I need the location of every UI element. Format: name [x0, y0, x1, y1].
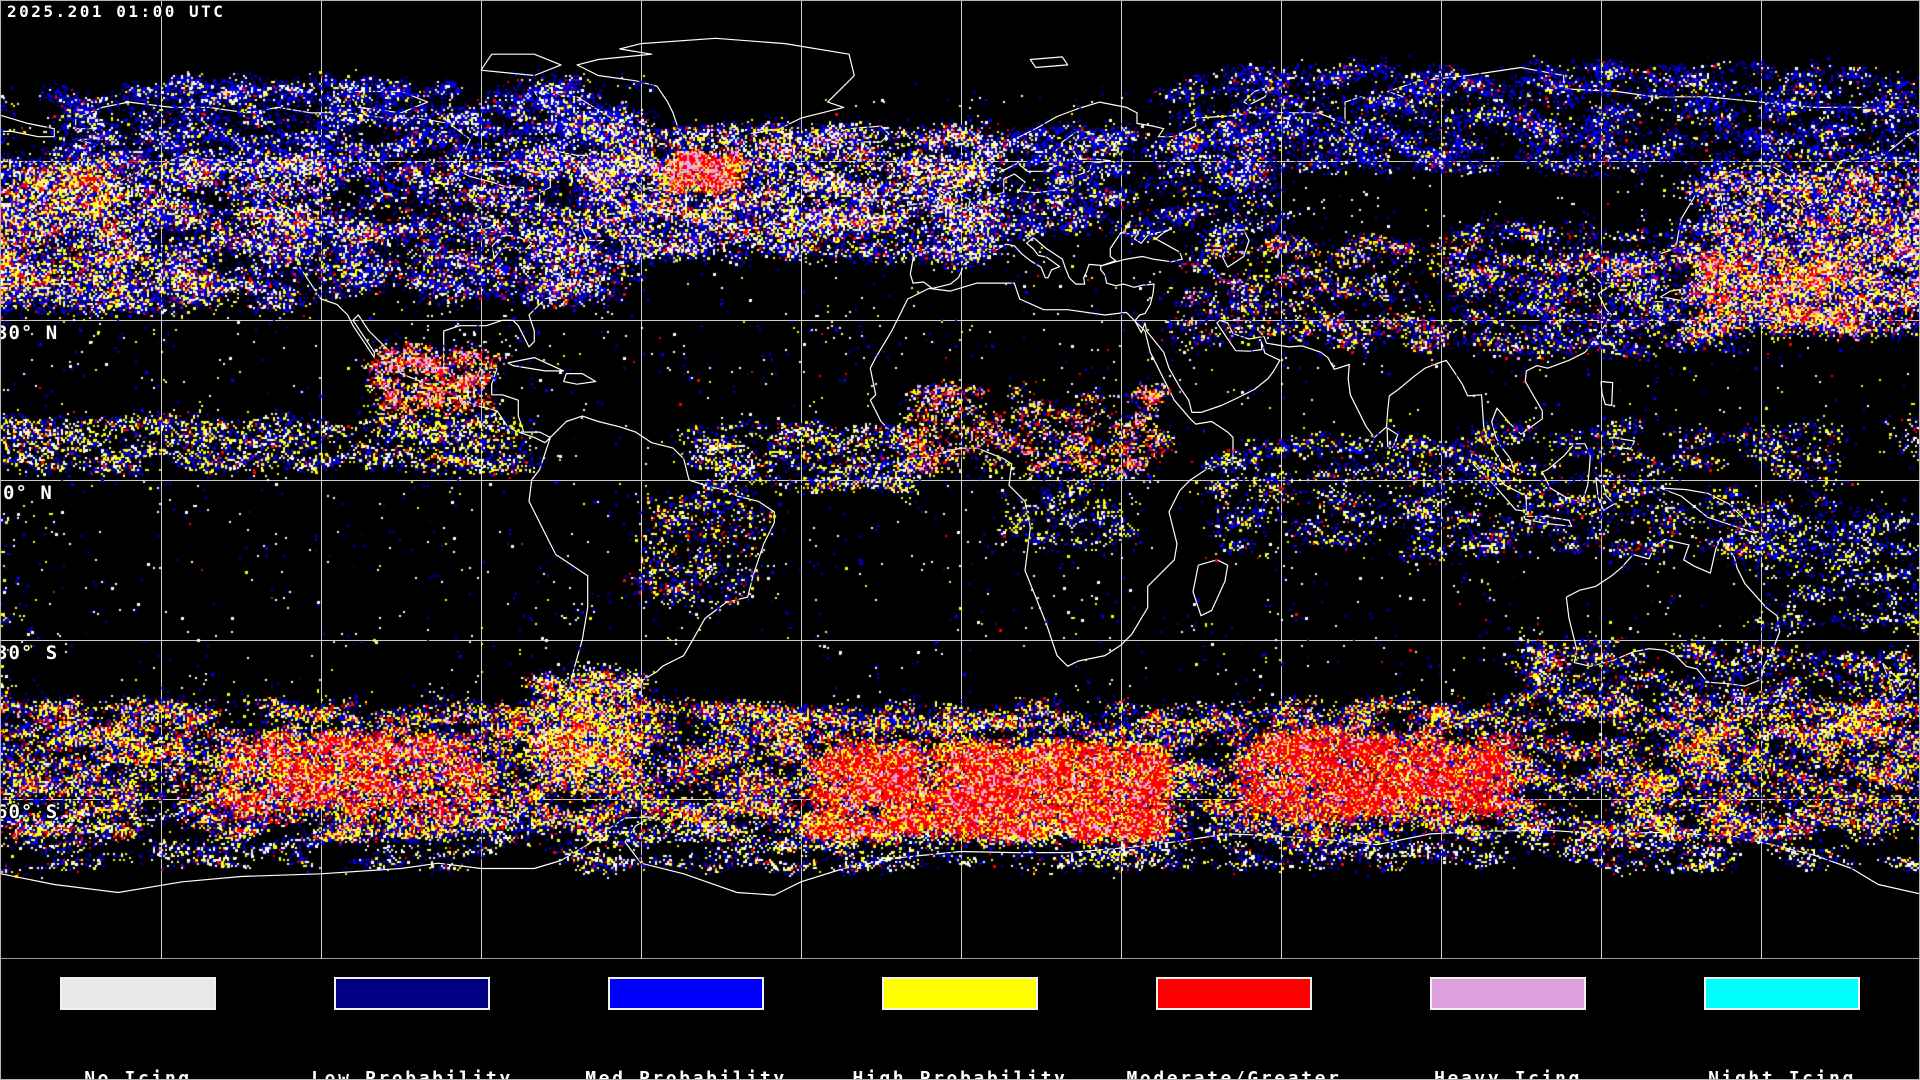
legend-label-line1: No Icing [84, 1068, 192, 1080]
legend-item-night-icing: Night Icing [1645, 977, 1919, 1080]
latitude-label-30s: 30° S [0, 641, 59, 664]
icing-data-layer [1, 1, 1919, 959]
legend-swatch-low-probability [334, 977, 490, 1010]
legend-item-low-probability: Low Probability of Light Icing [275, 977, 549, 1080]
legend: No Icing Retrieval Low Probability of Li… [1, 959, 1919, 1080]
legend-label-heavy-icing: Heavy Icing [1434, 1016, 1582, 1080]
legend-item-moderate-greater: Moderate/Greater Icing Likely [1097, 977, 1371, 1080]
legend-label-line1: Night Icing [1708, 1068, 1856, 1080]
legend-item-heavy-icing: Heavy Icing [1371, 977, 1645, 1080]
legend-label-night-icing: Night Icing [1708, 1016, 1856, 1080]
legend-swatch-med-probability [608, 977, 764, 1010]
legend-label-med-probability: Med.Probability of Light Icing [585, 1016, 787, 1080]
legend-swatch-no-icing [60, 977, 216, 1010]
latitude-label-60s: 60° S [0, 801, 59, 824]
legend-item-high-probability: High Probability of Light Icing [823, 977, 1097, 1080]
legend-label-high-probability: High Probability of Light Icing [852, 1016, 1068, 1080]
legend-label-line1: Med.Probability [585, 1068, 787, 1080]
legend-item-no-icing: No Icing Retrieval [1, 977, 275, 1080]
legend-item-med-probability: Med.Probability of Light Icing [549, 977, 823, 1080]
legend-label-moderate-greater: Moderate/Greater Icing Likely [1126, 1016, 1342, 1080]
latitude-label-0n: 0° N [3, 482, 53, 504]
legend-label-low-probability: Low Probability of Light Icing [311, 1016, 513, 1080]
legend-label-no-icing: No Icing Retrieval [78, 1016, 199, 1080]
timestamp-label: 2025.201 01:00 UTC [7, 2, 226, 21]
legend-swatch-night-icing [1704, 977, 1860, 1010]
legend-label-line1: High Probability [852, 1068, 1068, 1080]
legend-label-line1: Heavy Icing [1434, 1068, 1582, 1080]
legend-swatch-high-probability [882, 977, 1038, 1010]
latitude-label-30n: 30° N [0, 322, 59, 345]
legend-swatch-heavy-icing [1430, 977, 1586, 1010]
legend-swatch-moderate-greater [1156, 977, 1312, 1010]
legend-label-line1: Low Probability [311, 1068, 513, 1080]
legend-label-line1: Moderate/Greater [1126, 1068, 1342, 1080]
world-map: 2025.201 01:00 UTC 30° N 0° N 30° S 60° … [1, 1, 1919, 959]
